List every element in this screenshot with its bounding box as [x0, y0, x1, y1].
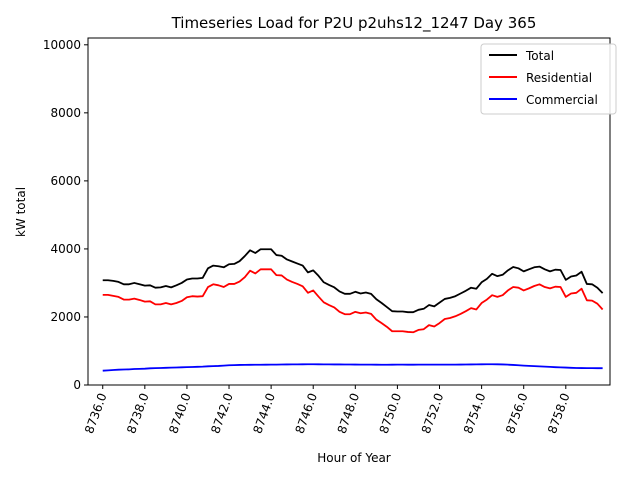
legend-label-commercial: Commercial [526, 93, 598, 107]
x-axis-label: Hour of Year [317, 451, 391, 465]
y-axis-ticks: 0 2000 4000 6000 8000 10000 [43, 38, 88, 392]
y-axis-label: kW total [14, 187, 28, 237]
y-tick-label: 6000 [50, 174, 81, 188]
legend: Total Residential Commercial [480, 43, 617, 115]
series-line-total [102, 248, 604, 314]
legend-label-total: Total [525, 49, 554, 63]
y-tick-label: 10000 [43, 38, 81, 52]
series-line-residential [102, 268, 604, 334]
chart-title: Timeseries Load for P2U p2uhs12_1247 Day… [171, 14, 537, 33]
legend-label-residential: Residential [526, 71, 592, 85]
series-line-commercial [102, 363, 603, 372]
y-tick-label: 0 [73, 378, 81, 392]
y-tick-label: 2000 [50, 310, 81, 324]
plot-frame [87, 37, 611, 386]
series-lines [102, 248, 604, 372]
y-tick-label: 4000 [50, 242, 81, 256]
legend-box [480, 43, 617, 115]
y-tick-label: 8000 [50, 106, 81, 120]
